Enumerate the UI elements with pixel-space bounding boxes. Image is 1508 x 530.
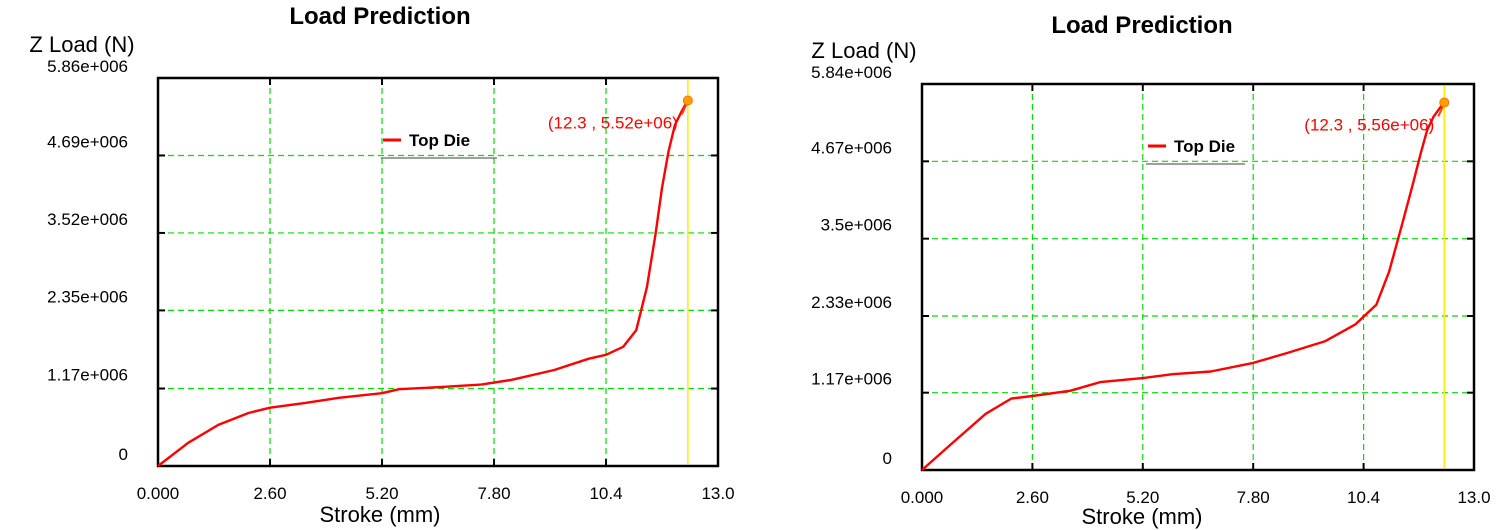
- y-tick-label: 0: [119, 445, 128, 464]
- data-point-annotation: (12.3 , 5.52e+06): [548, 114, 678, 133]
- x-tick-label: 0.000: [901, 488, 944, 507]
- y-tick-label: 4.69e+006: [47, 132, 128, 151]
- y-tick-label: 0: [883, 449, 892, 468]
- series-line-top-die: [921, 101, 1446, 471]
- legend-label: Top Die: [409, 131, 470, 150]
- x-tick-label: 7.80: [1237, 488, 1270, 507]
- x-axis-label: Stroke (mm): [1082, 504, 1203, 529]
- annotation-arrow: [1437, 105, 1445, 117]
- y-tick-label: 1.17e+006: [811, 370, 892, 389]
- data-point-annotation: (12.3 , 5.56e+06): [1304, 116, 1434, 135]
- plot-frame: [920, 82, 1476, 472]
- y-tick-label: 4.67e+006: [811, 138, 892, 157]
- chart-title: Load Prediction: [289, 3, 470, 30]
- y-axis-label: Z Load (N): [29, 32, 134, 57]
- y-tick-label: 2.35e+006: [47, 287, 128, 306]
- x-tick-label: 10.4: [1347, 488, 1380, 507]
- x-tick-label: 5.20: [1126, 488, 1159, 507]
- plot-frame: [156, 76, 720, 468]
- y-tick-label: 3.52e+006: [47, 210, 128, 229]
- series-line-top-die: [157, 99, 689, 467]
- y-axis-label: Z Load (N): [811, 38, 916, 63]
- x-tick-label: 13.0: [701, 484, 734, 503]
- load-prediction-chart-right: Load Prediction Z Load (N) Stroke (mm) 0 1.1…: [760, 0, 1508, 530]
- x-tick-label: 10.4: [589, 484, 622, 503]
- x-tick-label: 7.80: [477, 484, 510, 503]
- x-axis-label: Stroke (mm): [320, 502, 441, 527]
- x-tick-label: 0.000: [137, 484, 180, 503]
- x-tick-label: 5.20: [365, 484, 398, 503]
- annotation-arrow: [680, 103, 688, 115]
- y-tick-label: 5.86e+006: [47, 57, 128, 76]
- x-tick-label: 2.60: [1016, 488, 1049, 507]
- legend-label: Top Die: [1174, 137, 1235, 156]
- chart-title: Load Prediction: [1051, 12, 1232, 39]
- load-prediction-chart-left: Load Prediction Z Load (N) Stroke (mm) 0 1.1…: [0, 0, 740, 530]
- y-tick-label: 2.33e+006: [811, 293, 892, 312]
- x-tick-label: 2.60: [253, 484, 286, 503]
- y-tick-label: 1.17e+006: [47, 366, 128, 385]
- x-tick-label: 13.0: [1457, 488, 1490, 507]
- data-point-marker[interactable]: [682, 95, 693, 106]
- y-tick-label: 3.5e+006: [821, 216, 892, 235]
- y-tick-label: 5.84e+006: [811, 63, 892, 82]
- data-point-marker[interactable]: [1439, 97, 1450, 108]
